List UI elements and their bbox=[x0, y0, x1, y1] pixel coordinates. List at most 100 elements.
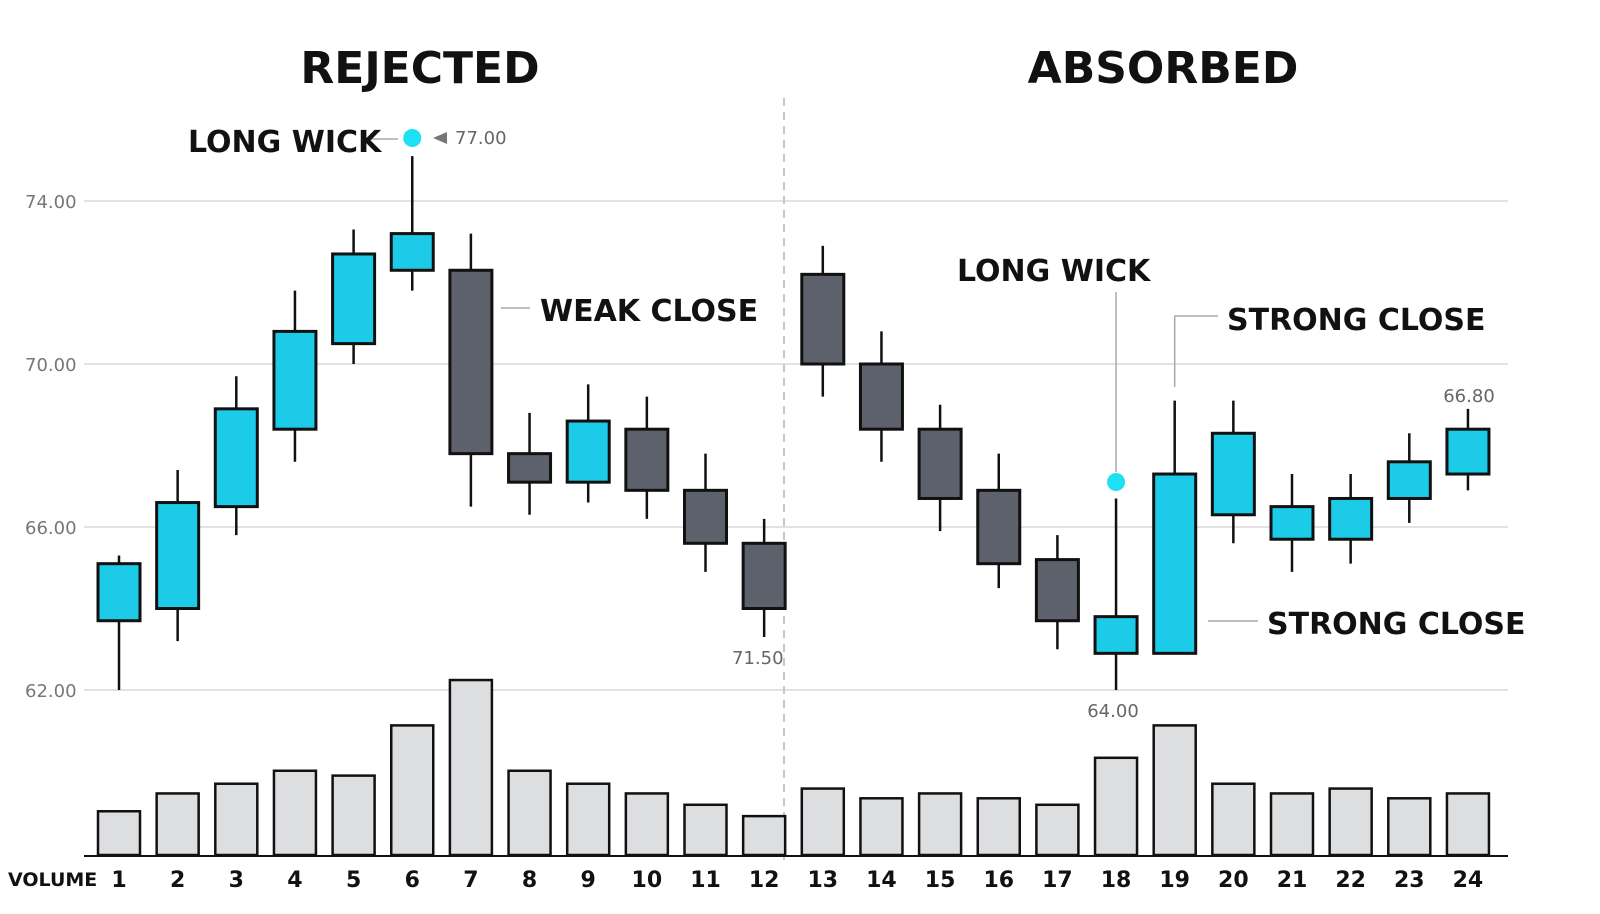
candle bbox=[1210, 400, 1256, 544]
left-panel-title: REJECTED bbox=[300, 43, 539, 94]
volume-layer bbox=[84, 678, 1508, 857]
long-wick-marker-left bbox=[403, 129, 422, 147]
volume-bar bbox=[683, 803, 728, 857]
candle-body bbox=[1034, 558, 1080, 623]
candle-body bbox=[1386, 460, 1432, 500]
candle-body bbox=[213, 407, 259, 509]
candle bbox=[565, 384, 611, 503]
candle bbox=[448, 233, 494, 507]
candle-body bbox=[272, 329, 318, 431]
x-tick-label: 23 bbox=[1394, 868, 1425, 893]
candle-body bbox=[1210, 431, 1256, 517]
volume-bar bbox=[390, 724, 435, 857]
candle bbox=[858, 331, 904, 462]
x-tick-label: 19 bbox=[1159, 868, 1190, 893]
candle-body bbox=[624, 427, 670, 492]
candle bbox=[1269, 474, 1315, 572]
x-tick-label: 16 bbox=[983, 868, 1014, 893]
volume-bar bbox=[624, 792, 670, 857]
candle-body bbox=[331, 252, 377, 346]
x-tick-label: 13 bbox=[807, 868, 838, 893]
x-tick-label: 6 bbox=[405, 868, 420, 893]
candle-body bbox=[800, 272, 846, 366]
leader-line bbox=[1173, 315, 1218, 387]
volume-bar bbox=[1093, 756, 1139, 857]
volume-bar bbox=[976, 797, 1021, 857]
candle bbox=[96, 555, 142, 690]
candle bbox=[155, 469, 201, 642]
volume-bar bbox=[1445, 792, 1491, 857]
volume-bar bbox=[272, 769, 318, 857]
volume-bar bbox=[859, 797, 904, 857]
x-tick-label: 9 bbox=[581, 868, 596, 893]
peak-value-label: 77.00 bbox=[455, 128, 507, 149]
candle bbox=[1034, 535, 1080, 650]
candle-body bbox=[155, 501, 201, 610]
volume-bar bbox=[1211, 782, 1256, 857]
x-tick-label: 18 bbox=[1101, 868, 1132, 893]
candle-body bbox=[1152, 472, 1198, 655]
leader-layer bbox=[364, 129, 1258, 622]
candle-body bbox=[565, 419, 611, 484]
candle bbox=[800, 245, 846, 397]
candle-body bbox=[448, 268, 494, 456]
x-tick-label: 8 bbox=[522, 868, 537, 893]
x-tick-label: 20 bbox=[1218, 868, 1249, 893]
candle bbox=[917, 404, 963, 532]
candle bbox=[331, 229, 377, 364]
candle-body bbox=[976, 488, 1022, 566]
candle bbox=[624, 396, 670, 519]
candle bbox=[507, 412, 553, 515]
x-tick-label: 24 bbox=[1453, 868, 1484, 893]
x-tick-label: 5 bbox=[346, 868, 361, 893]
candle bbox=[976, 453, 1022, 589]
y-tick-label: 66.00 bbox=[25, 518, 77, 539]
volume-bar bbox=[1387, 797, 1432, 857]
candle bbox=[213, 376, 259, 536]
volume-bar bbox=[96, 810, 142, 857]
candle-layer: 1 2 3 4 5 6 7 8 9 10 11 12 13 14 15 16 17 18 19 20 21 22 23 24 bbox=[96, 156, 1491, 893]
candle-body bbox=[389, 232, 435, 272]
long-wick-label-right: LONG WICK bbox=[957, 254, 1152, 289]
long-wick-label-left: LONG WICK bbox=[188, 125, 383, 160]
low-value-label-left: 71.50 bbox=[732, 648, 784, 669]
candle bbox=[1328, 474, 1374, 564]
x-tick-label: 22 bbox=[1335, 868, 1366, 893]
volume-bar bbox=[1035, 803, 1080, 857]
candle-body bbox=[683, 488, 728, 545]
volume-bar bbox=[1152, 724, 1197, 857]
candle bbox=[1386, 433, 1432, 523]
x-tick-label: 3 bbox=[229, 868, 244, 893]
candle-body bbox=[507, 452, 553, 484]
volume-bar bbox=[917, 792, 963, 857]
volume-bar bbox=[448, 678, 494, 857]
volume-bar bbox=[741, 814, 787, 857]
candle-body bbox=[1093, 615, 1139, 655]
y-tick-label: 62.00 bbox=[25, 681, 77, 702]
volume-bar bbox=[1328, 787, 1373, 857]
candle-body bbox=[741, 541, 787, 610]
x-axis-label: VOLUME bbox=[8, 869, 97, 891]
long-wick-marker-right bbox=[1107, 473, 1126, 491]
x-tick-label: 11 bbox=[690, 868, 721, 893]
strong-close-label-top: STRONG CLOSE bbox=[1227, 303, 1486, 338]
x-tick-label: 21 bbox=[1277, 868, 1308, 893]
volume-bar bbox=[331, 774, 376, 857]
candle bbox=[1152, 400, 1198, 655]
x-tick-label: 2 bbox=[170, 868, 185, 893]
weak-close-label: WEAK CLOSE bbox=[540, 294, 758, 329]
candle bbox=[1445, 408, 1491, 491]
volume-bar bbox=[214, 782, 259, 857]
peak-pointer-icon bbox=[433, 132, 447, 144]
volume-bar bbox=[507, 769, 552, 857]
candle bbox=[1093, 498, 1139, 690]
candle-body bbox=[96, 562, 142, 623]
candle-body bbox=[858, 362, 904, 431]
x-tick-label: 15 bbox=[925, 868, 956, 893]
volume-bar bbox=[155, 792, 200, 857]
candle-body bbox=[917, 427, 963, 500]
x-tick-label: 7 bbox=[463, 868, 478, 893]
volume-bar bbox=[565, 782, 611, 857]
x-tick-label: 10 bbox=[632, 868, 663, 893]
